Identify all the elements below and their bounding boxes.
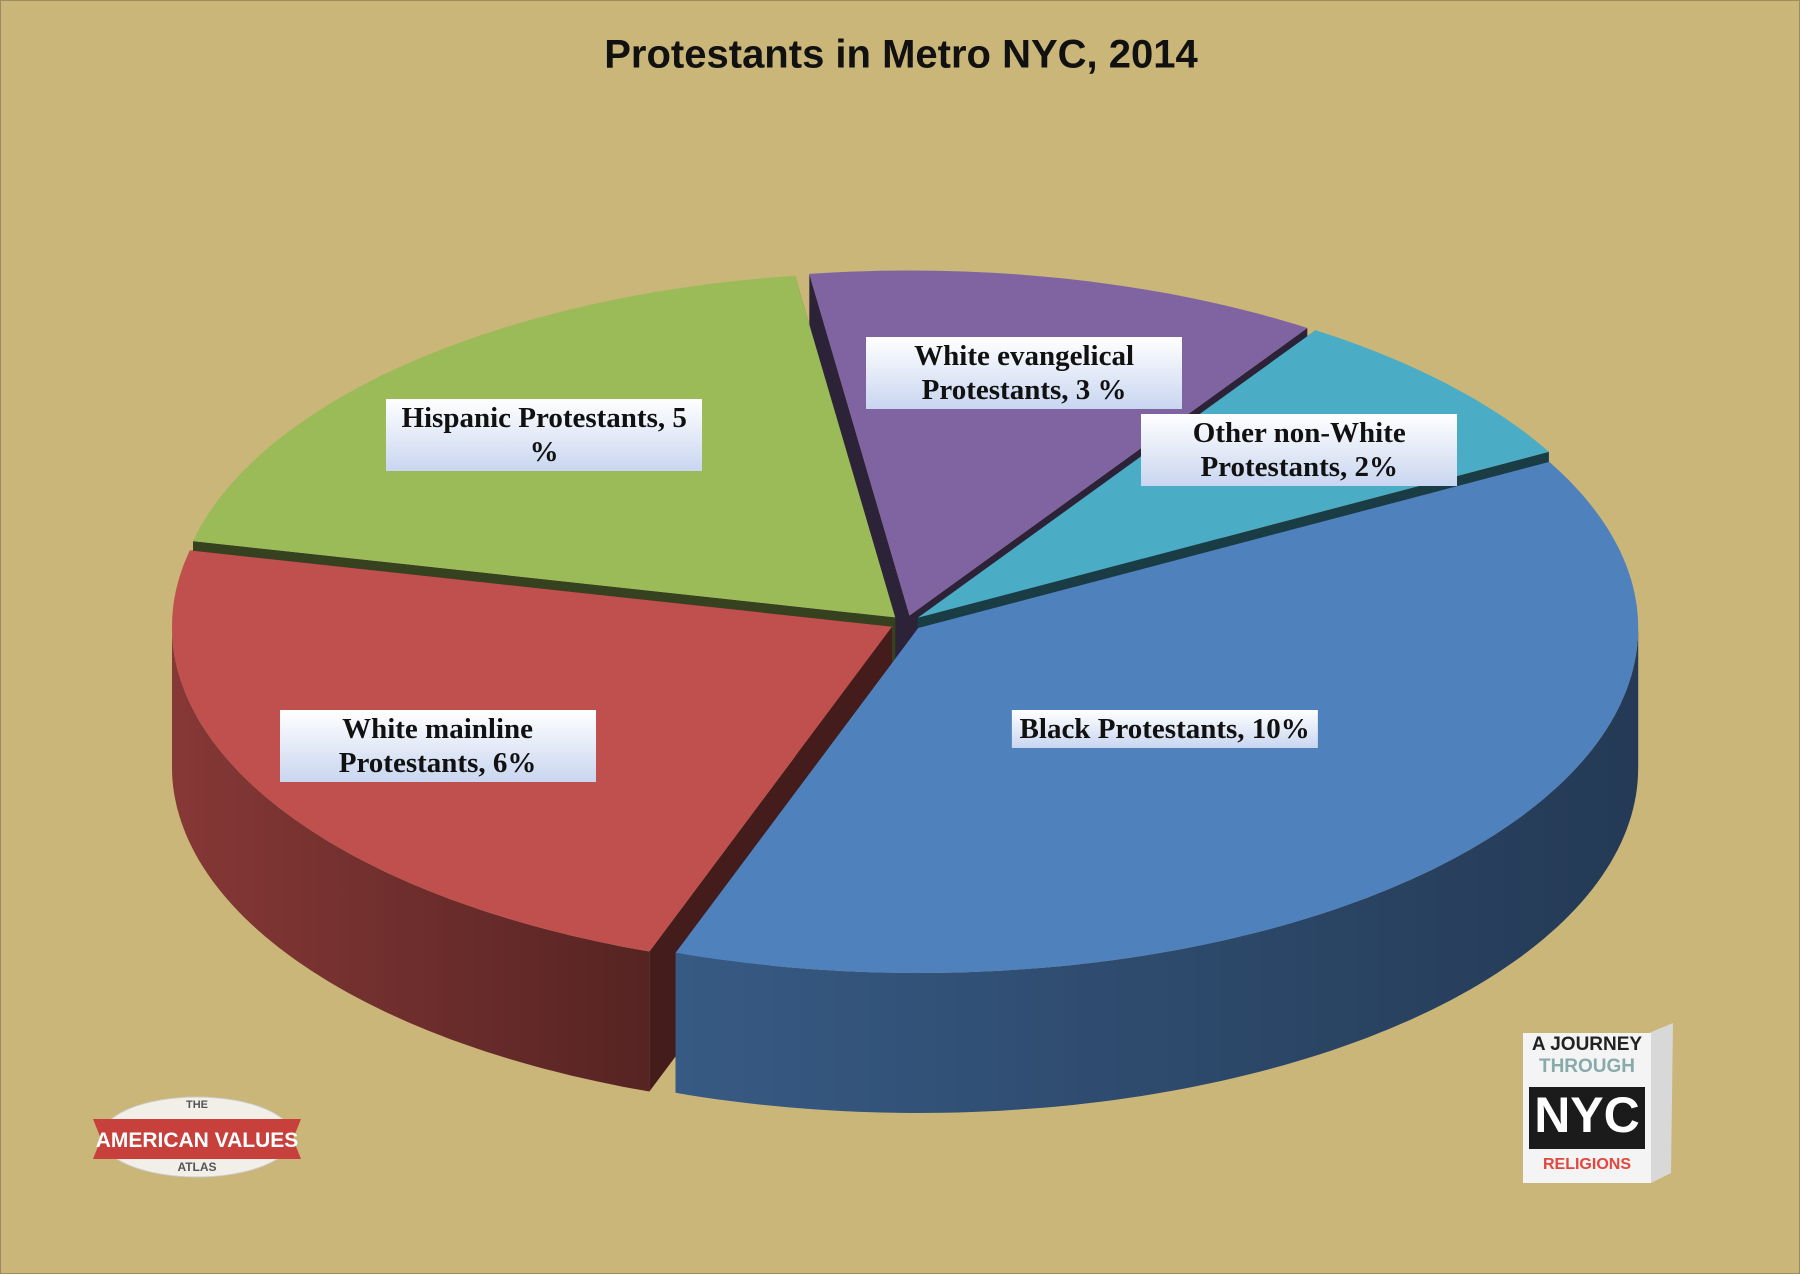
logo-text: RELIGIONS <box>1543 1156 1631 1173</box>
data-label: White evangelical Protestants, 3 % <box>866 337 1183 410</box>
data-label: Hispanic Protestants, 5 % <box>386 398 703 471</box>
logo-text: THROUGH <box>1539 1056 1635 1077</box>
logo-text: ATLAS <box>177 1160 216 1174</box>
logo-text: NYC <box>1534 1087 1640 1143</box>
logo-text: THE <box>186 1099 208 1111</box>
logo-cube-side <box>1649 1023 1673 1183</box>
logo-cube-panel <box>1529 1087 1645 1149</box>
chart-title: Protestants in Metro NYC, 2014 <box>604 33 1198 77</box>
slice-wall <box>172 626 650 1092</box>
logo-text: A JOURNEY <box>1532 1034 1642 1055</box>
slice-wall <box>675 628 1639 1113</box>
data-label: White mainline Protestants, 6% <box>279 710 596 783</box>
data-label: Other non-White Protestants, 2% <box>1141 413 1458 486</box>
logo-right: A JOURNEY THROUGH NYC RELIGIONS <box>1523 1023 1673 1183</box>
data-label: Black Protestants, 10% <box>1011 709 1318 748</box>
logo-banner <box>93 1119 301 1159</box>
logo-text: AMERICAN VALUES <box>96 1129 299 1152</box>
logo-left: THE AMERICAN VALUES ATLAS <box>93 1096 301 1178</box>
